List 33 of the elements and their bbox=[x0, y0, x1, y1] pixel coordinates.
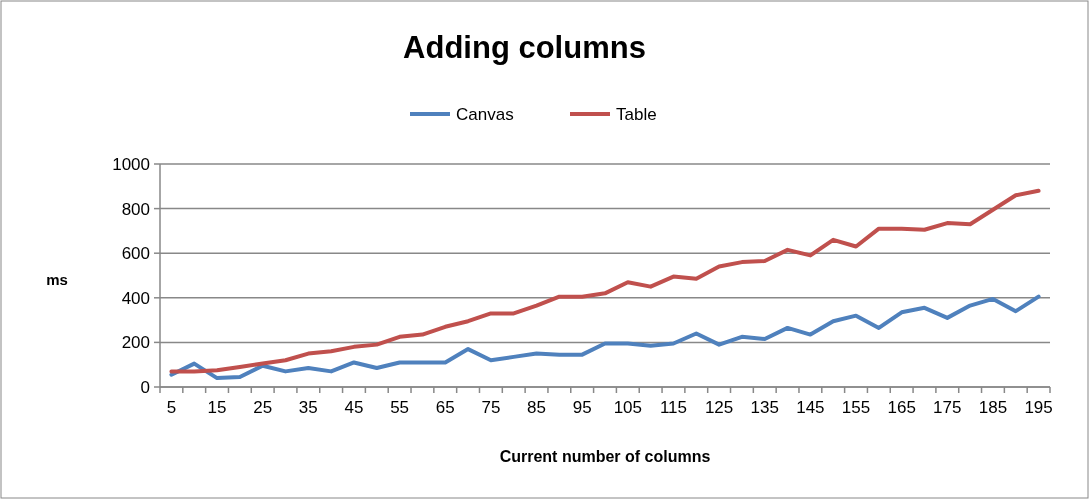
x-tick-label: 135 bbox=[750, 398, 779, 417]
x-tick-label: 175 bbox=[933, 398, 962, 417]
x-tick-label: 85 bbox=[527, 398, 546, 417]
y-tick-label: 0 bbox=[140, 378, 150, 397]
y-tick-label: 600 bbox=[121, 244, 150, 264]
y-tick-label: 200 bbox=[121, 333, 150, 353]
y-tick-label: 800 bbox=[121, 199, 150, 219]
x-axis-title: Current number of columns bbox=[499, 448, 711, 465]
x-tick-label: 105 bbox=[613, 398, 643, 417]
y-tick-label: 1000 bbox=[112, 155, 150, 174]
legend-label: Canvas bbox=[456, 105, 514, 124]
x-tick-label: 55 bbox=[390, 398, 410, 417]
x-tick-label: 125 bbox=[704, 398, 734, 417]
line-series bbox=[169, 188, 1041, 374]
x-tick-label: 65 bbox=[435, 398, 455, 417]
chart-title: Adding columns bbox=[403, 30, 646, 65]
x-tick-label: 185 bbox=[978, 398, 1008, 417]
x-tick-label: 115 bbox=[659, 398, 688, 417]
x-tick-label: 35 bbox=[298, 398, 318, 417]
x-tick-label: 165 bbox=[887, 398, 916, 417]
x-tick-label: 155 bbox=[841, 398, 871, 417]
y-axis-title: ms bbox=[46, 271, 68, 288]
line-series bbox=[169, 294, 1041, 381]
legend-label: Table bbox=[616, 105, 657, 124]
x-tick-label: 25 bbox=[253, 398, 273, 417]
x-tick-label: 5 bbox=[166, 398, 177, 417]
x-tick-label: 15 bbox=[207, 398, 227, 417]
x-tick-label: 45 bbox=[344, 398, 364, 417]
x-tick-label: 95 bbox=[572, 398, 592, 417]
y-tick-label: 400 bbox=[121, 288, 150, 308]
x-tick-label: 145 bbox=[796, 398, 825, 417]
x-tick-label: 195 bbox=[1024, 398, 1053, 417]
x-tick-label: 75 bbox=[481, 398, 501, 417]
